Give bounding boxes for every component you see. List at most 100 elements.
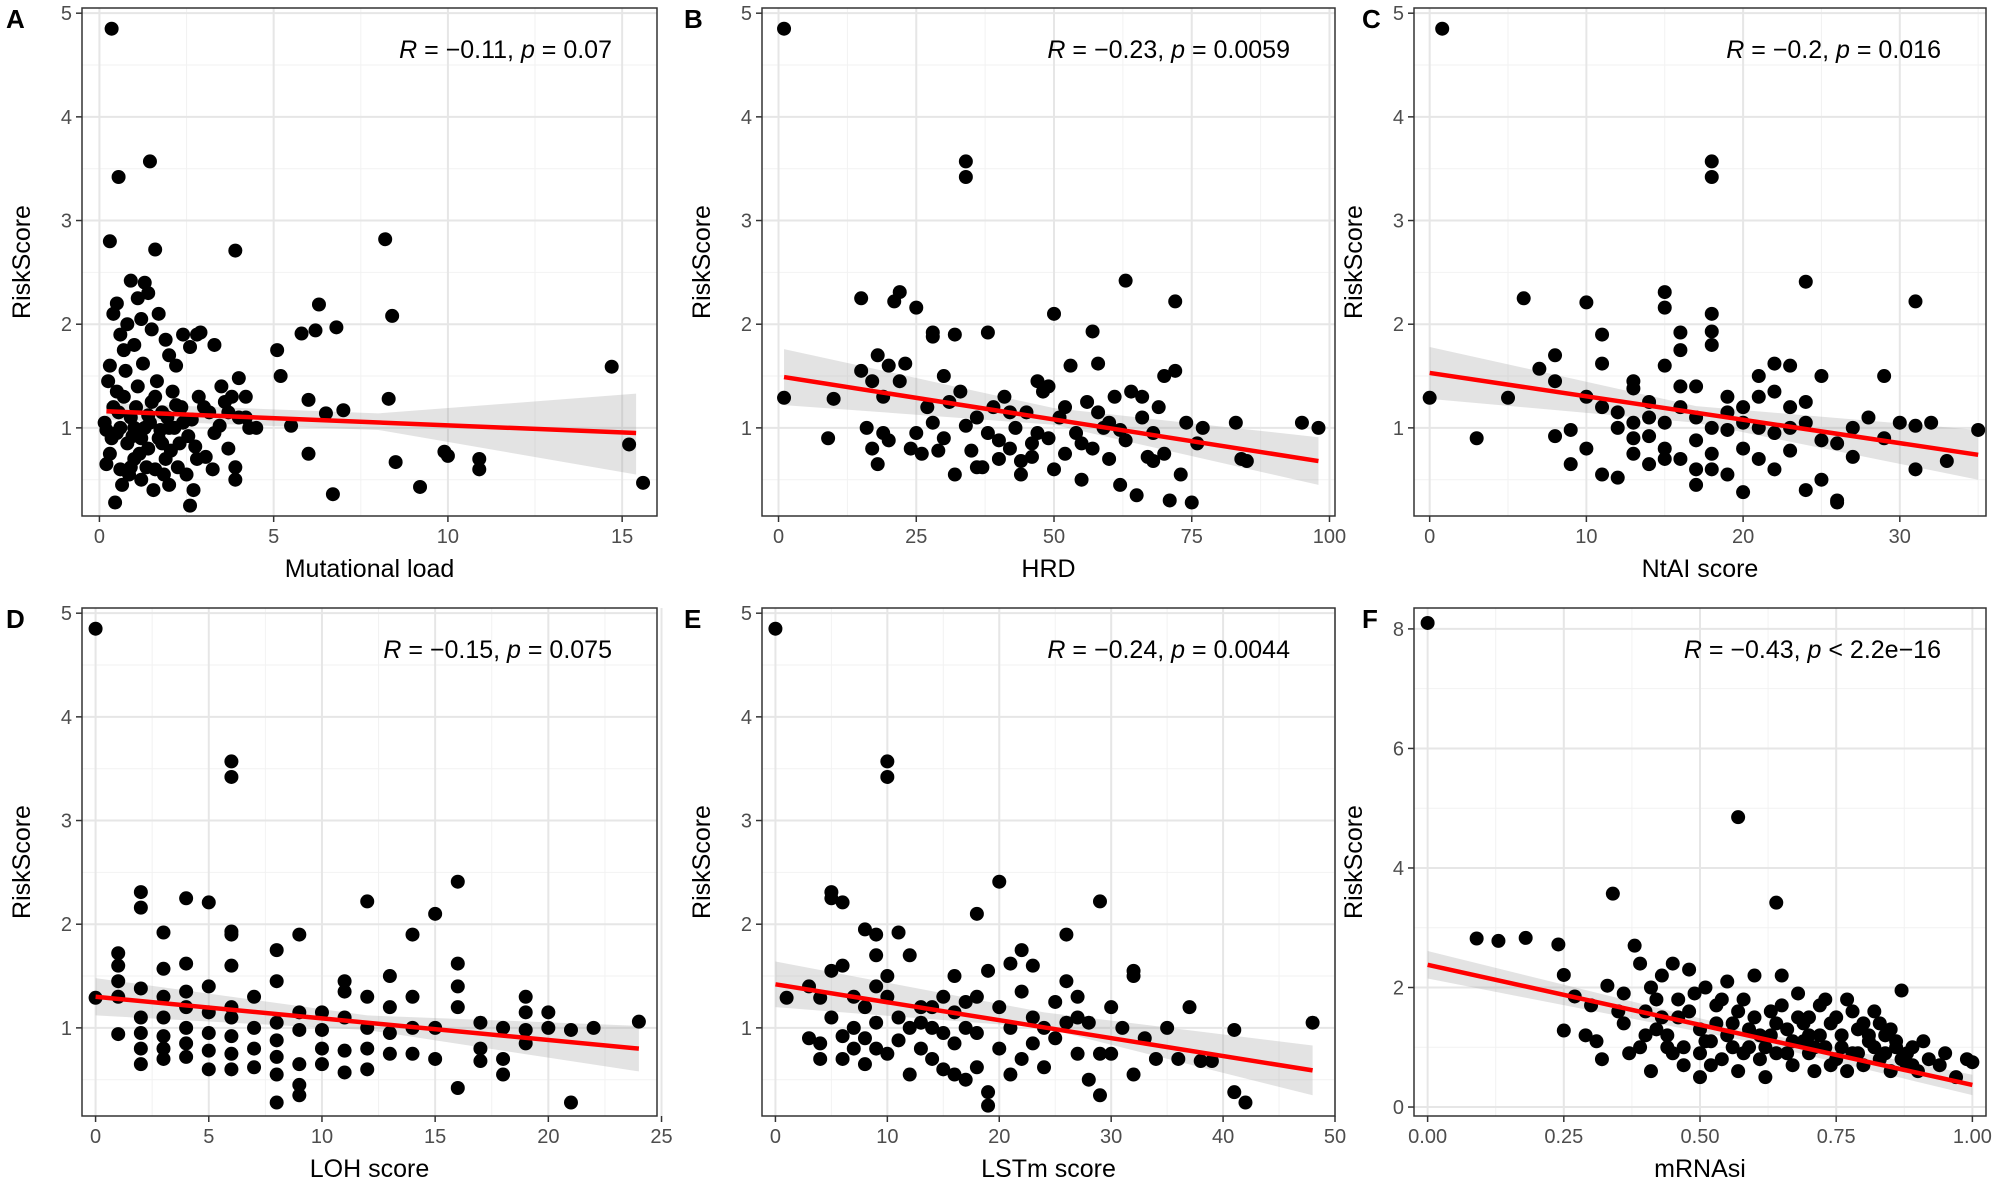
data-point <box>1638 1028 1653 1043</box>
data-point <box>207 337 222 352</box>
data-point <box>135 356 150 371</box>
data-point <box>631 1014 646 1029</box>
data-point <box>1861 1028 1876 1043</box>
data-point <box>1939 454 1954 469</box>
data-point <box>111 974 126 989</box>
data-point <box>144 322 159 337</box>
data-point <box>1751 389 1766 404</box>
data-point <box>1812 1028 1827 1043</box>
data-point <box>969 460 984 475</box>
y-tick-label: 2 <box>741 314 752 336</box>
data-point <box>1025 958 1040 973</box>
data-point <box>857 1031 872 1046</box>
data-point <box>1104 1000 1119 1015</box>
data-point <box>405 989 420 1004</box>
data-point <box>947 467 962 482</box>
data-point <box>1059 927 1074 942</box>
data-point <box>909 300 924 315</box>
data-point <box>870 457 885 472</box>
data-point <box>270 343 285 358</box>
data-point <box>133 1026 148 1041</box>
data-point <box>1643 980 1658 995</box>
data-point <box>1124 384 1139 399</box>
data-point <box>109 296 124 311</box>
data-point <box>991 451 1006 466</box>
data-point <box>1872 1016 1887 1031</box>
data-point <box>450 979 465 994</box>
x-tick-label: 20 <box>537 1126 559 1148</box>
data-point <box>134 472 149 487</box>
data-point <box>1616 1016 1631 1031</box>
data-point <box>292 1057 307 1072</box>
annotation-r-label: R <box>383 636 401 664</box>
panel-f: 0.00 0.25 0.50 0.75 1.00 0 2 4 6 8 mRNAsi RiskScore… <box>1340 604 1992 1179</box>
data-point <box>413 479 428 494</box>
data-point <box>1894 983 1909 998</box>
data-point <box>1579 441 1594 456</box>
data-point <box>269 1095 284 1110</box>
data-point <box>1657 415 1672 430</box>
data-point <box>130 291 145 306</box>
data-point <box>902 1067 917 1082</box>
data-point <box>1785 1058 1800 1073</box>
data-point <box>1047 462 1062 477</box>
data-point <box>1074 436 1089 451</box>
data-point <box>870 348 885 363</box>
data-point <box>898 356 913 371</box>
data-point <box>563 1095 578 1110</box>
data-point <box>1204 1054 1219 1069</box>
data-point <box>428 1051 443 1066</box>
y-tick-label: 1 <box>741 418 752 440</box>
data-point <box>1600 978 1615 993</box>
data-point <box>1081 1072 1096 1087</box>
x-tick-label: 30 <box>1889 526 1911 548</box>
x-tick-label: 5 <box>268 526 279 548</box>
data-point <box>1698 980 1713 995</box>
x-tick-label: 0 <box>94 526 105 548</box>
data-point <box>1867 1004 1882 1019</box>
data-point <box>1938 1046 1953 1061</box>
data-point <box>1921 1052 1936 1067</box>
annotation-p-label: p <box>520 36 535 64</box>
x-tick-label: 5 <box>203 1126 214 1148</box>
data-point <box>113 327 128 342</box>
data-point <box>473 1015 488 1030</box>
y-tick-label: 6 <box>1393 738 1404 760</box>
data-point <box>1682 1004 1697 1019</box>
data-point <box>1720 422 1735 437</box>
y-tick-label: 3 <box>741 811 752 833</box>
data-point <box>385 308 400 323</box>
data-point <box>1162 493 1177 508</box>
data-point <box>1657 451 1672 466</box>
data-point <box>156 1041 171 1056</box>
x-tick-label: 0 <box>770 1126 781 1148</box>
data-point <box>1081 1015 1096 1030</box>
data-point <box>151 306 166 321</box>
data-point <box>913 1041 928 1056</box>
data-point <box>1725 1016 1740 1031</box>
data-point <box>1024 449 1039 464</box>
data-point <box>284 418 299 433</box>
data-point <box>835 895 850 910</box>
data-point <box>1135 410 1150 425</box>
annotation-p-value: = 0.0044 <box>1185 636 1290 664</box>
data-point <box>1693 1070 1707 1085</box>
data-point <box>925 329 940 344</box>
data-point <box>1751 369 1766 384</box>
data-point <box>541 1005 556 1020</box>
data-point <box>1102 451 1117 466</box>
data-point <box>1704 446 1719 461</box>
data-point <box>1626 381 1641 396</box>
data-point <box>123 460 138 475</box>
annotation-r-value: = −0.11, <box>417 36 521 64</box>
y-tick-label: 5 <box>61 603 72 625</box>
data-point <box>1516 291 1531 306</box>
data-point <box>903 441 918 456</box>
data-point <box>1908 462 1923 477</box>
annotation-p-value: = 0.07 <box>535 36 612 64</box>
data-point <box>1173 467 1188 482</box>
data-point <box>141 286 156 301</box>
data-point <box>325 487 340 502</box>
data-point <box>1720 389 1735 404</box>
data-point <box>1239 454 1254 469</box>
